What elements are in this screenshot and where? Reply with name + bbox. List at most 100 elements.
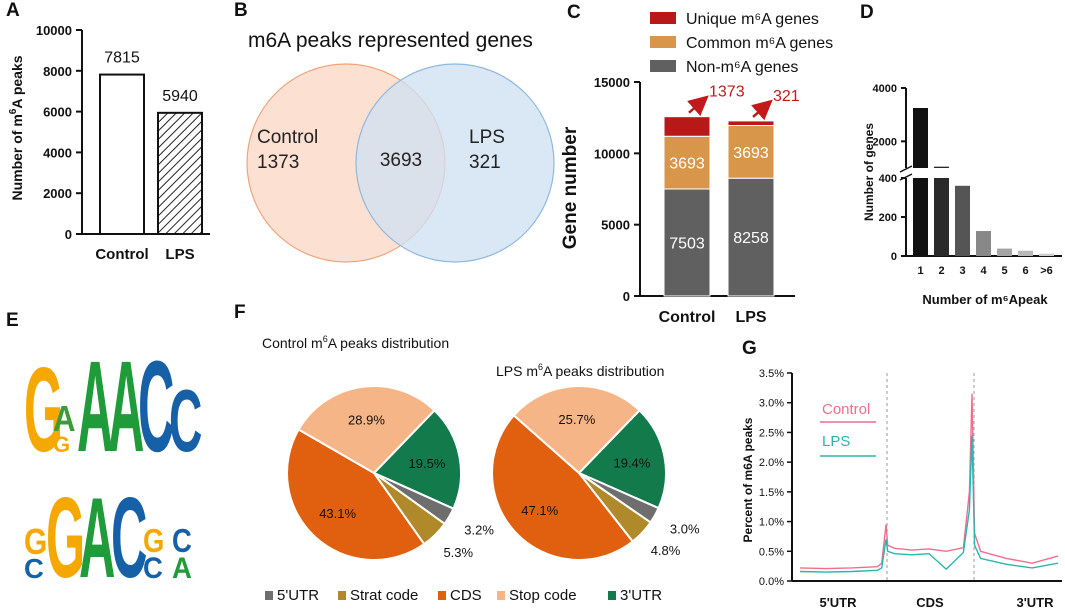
c-unique-arrow — [687, 95, 709, 117]
panel-f-pie-charts: Control m6A peaks distribution LPS m6A p… — [262, 334, 700, 604]
d-bar-2-upper — [934, 166, 949, 168]
b-venn-control-name: Control — [257, 127, 318, 148]
f-legend-swatch — [265, 591, 273, 600]
e-logo2-letter-5b: C — [143, 552, 163, 585]
g-y-axis-title: Percent of m6A peaks — [741, 417, 755, 542]
g-y-tick-label: 3.5% — [759, 368, 784, 380]
f-legend-swatch — [438, 591, 446, 600]
c-bar-segment-non-m6a-genes — [727, 177, 775, 297]
f-pie-label: 19.4% — [613, 456, 650, 471]
a-y-tick-label: 0 — [65, 227, 72, 242]
f-pie-label: 4.8% — [651, 543, 681, 558]
c-legend-label: Non-m⁶A genes — [686, 59, 798, 76]
c-legend-label: Common m⁶A genes — [686, 35, 833, 52]
f-legend-label: 5'UTR — [277, 587, 319, 604]
e-logo2-letter-3: A — [79, 474, 115, 602]
f-pie-slice-cds — [491, 413, 635, 561]
f-pie-slice-3-utr — [577, 409, 667, 510]
d-x-tick-label: 2 — [938, 265, 944, 277]
d-x-axis-title: Number of m⁶Apeak — [922, 292, 1048, 307]
a-y-axis-title: Number of m6A peaks — [8, 55, 25, 200]
d-x-tick-label: 4 — [980, 265, 987, 277]
g-y-tick-label: 2.5% — [759, 427, 784, 439]
f-pie-label: 25.7% — [558, 412, 595, 427]
panel-label-d: D — [860, 2, 874, 23]
d-bar-6 — [1018, 250, 1033, 256]
d-bar-1-lower — [913, 178, 928, 256]
e-logo2-letter-1: G — [24, 522, 47, 562]
a-bar-control — [99, 73, 145, 235]
f-title-lps: LPS m6A peaks distribution — [496, 362, 664, 379]
panel-d-broken-bar: 0 200 400 2000 4000 Number of genes Number o… — [862, 83, 1062, 307]
f-legend-label: Stop code — [509, 587, 577, 604]
a-bar-lps — [157, 111, 203, 235]
d-bar-1-upper — [913, 108, 928, 168]
d-axis-break-mark-1 — [899, 165, 913, 173]
g-region-label-5utr: 5'UTR — [819, 595, 857, 609]
c-legend-swatch — [650, 36, 676, 48]
d-y-tick-label: 400 — [879, 173, 897, 185]
c-unique-arrow — [751, 99, 773, 121]
f-pie-label: 3.2% — [464, 522, 494, 537]
panel-e-sequence-logos: G A G A A C C G C G A C G C C A — [24, 334, 202, 602]
e-motif-logo-2: G C G A C G C C A — [24, 474, 192, 602]
e-logo1-letter-3: A — [77, 334, 113, 479]
f-title-control: Control m6A peaks distribution — [262, 334, 449, 351]
d-x-tick-label: 3 — [959, 265, 965, 277]
f-pie-slice-cds — [285, 428, 426, 562]
g-y-tick-label: 2.0% — [759, 457, 784, 469]
e-logo1-letter-5: C — [138, 334, 174, 479]
a-y-tick-label: 6000 — [43, 105, 72, 120]
c-bar-segment-unique-m6a-genes — [727, 120, 775, 126]
d-bar-7 — [1039, 253, 1054, 256]
d-bar-2-lower — [934, 178, 949, 256]
d-x-tick-label: 1 — [917, 265, 923, 277]
e-logo2-letter-6b: A — [172, 552, 192, 585]
a-y-tick-label: 10000 — [36, 23, 72, 38]
d-y-axis-title: Number of genes — [862, 123, 876, 221]
g-y-tick-label: 0.0% — [759, 576, 784, 588]
panel-b-venn: m6A peaks represented genes Control 1373… — [246, 29, 555, 263]
panel-label-f: F — [234, 302, 246, 323]
b-venn-lps-name: LPS — [469, 127, 505, 148]
e-logo2-letter-5: G — [143, 524, 164, 560]
f-pie-label: 19.5% — [409, 456, 446, 471]
c-unique-label: 1373 — [709, 84, 745, 101]
e-logo1-letter-1: G — [24, 343, 63, 477]
c-y-tick-label: 15000 — [594, 75, 630, 90]
d-x-tick-label: 6 — [1022, 265, 1028, 277]
d-bar-3 — [955, 185, 970, 256]
c-legend-swatch — [650, 12, 676, 24]
f-legend-label: CDS — [450, 587, 482, 604]
g-line-control — [799, 393, 1059, 570]
a-bar-value-label: 5940 — [162, 88, 198, 105]
c-legend-label: Unique m⁶A genes — [686, 11, 819, 28]
a-bar-value-label: 7815 — [104, 50, 140, 67]
e-logo1-letter-6: C — [169, 371, 202, 470]
c-bar-segment-common-m6a-genes — [663, 135, 711, 190]
f-legend-swatch — [338, 591, 346, 600]
panel-label-g: G — [742, 338, 757, 359]
f-legend-label: Strat code — [350, 587, 418, 604]
panel-c-stacked-bar: Unique m⁶A genes Common m⁶A genes Non-m⁶A … — [560, 11, 833, 326]
e-logo2-letter-6: C — [172, 524, 192, 560]
f-pie-label: 3.0% — [670, 521, 700, 536]
b-venn-control-only: 1373 — [257, 152, 299, 173]
f-pie-label: 43.1% — [319, 506, 356, 521]
b-venn-title: m6A peaks represented genes — [248, 29, 533, 52]
c-bar-segment-label: 7503 — [669, 235, 705, 252]
c-x-tick-label: LPS — [735, 309, 766, 326]
g-y-tick-label: 3.0% — [759, 398, 784, 410]
c-y-tick-label: 10000 — [594, 146, 630, 161]
e-logo1-letter-2b: G — [53, 432, 70, 457]
d-bar-5 — [997, 248, 1012, 256]
g-y-tick-label: 1.0% — [759, 517, 784, 529]
g-region-label-3utr: 3'UTR — [1016, 595, 1054, 609]
d-x-tick-label: 5 — [1001, 265, 1007, 277]
b-venn-overlap: 3693 — [380, 150, 422, 171]
b-venn-circle-lps — [355, 63, 555, 263]
c-bar-segment-label: 3693 — [733, 145, 769, 162]
c-y-tick-label: 5000 — [601, 218, 630, 233]
d-y-tick-label: 0 — [891, 251, 897, 263]
